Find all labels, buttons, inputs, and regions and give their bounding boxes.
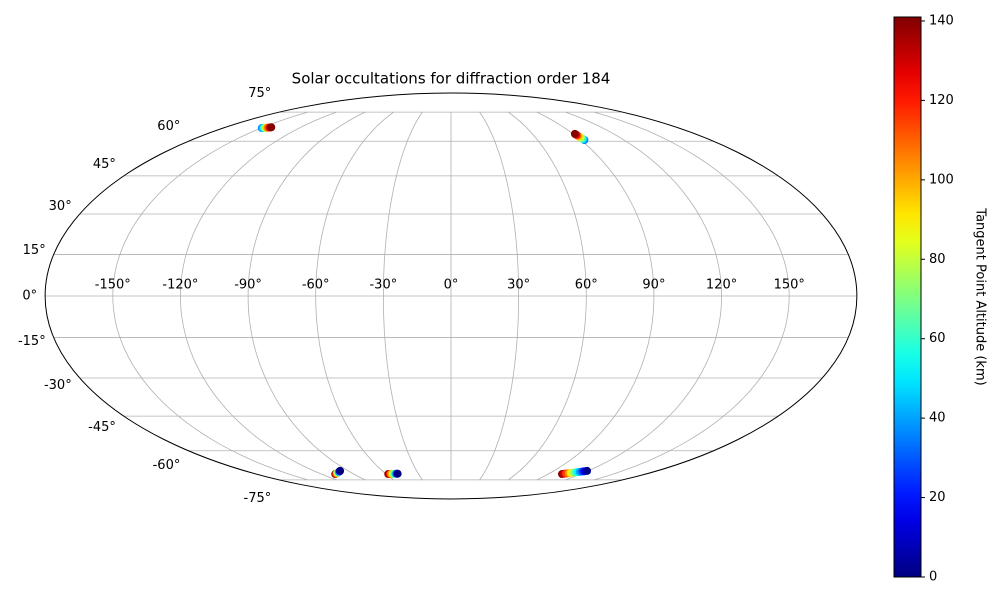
y-tick-label: -30° (44, 378, 72, 393)
x-tick-label: 30° (507, 278, 530, 293)
y-tick-label: -60° (153, 458, 181, 473)
colorbar-tick-label: 40 (929, 411, 946, 426)
y-tick-label: 75° (248, 86, 271, 101)
data-point (583, 466, 592, 475)
y-tick-label: 45° (93, 157, 116, 172)
grid-line (508, 111, 587, 481)
colorbar-label: Tangent Point Altitude (km) (973, 207, 988, 385)
y-tick-label: 30° (49, 199, 72, 214)
grid-line (112, 111, 309, 481)
y-tick-label: -75° (244, 491, 272, 506)
x-tick-label: 150° (774, 278, 805, 293)
colorbar (893, 16, 922, 578)
data-point (267, 123, 276, 132)
x-tick-label: -90° (234, 278, 262, 293)
grid-line (593, 111, 790, 481)
x-tick-label: -30° (369, 278, 397, 293)
x-tick-label: 0° (444, 278, 459, 293)
grid-line (247, 111, 366, 481)
colorbar-tick-label: 100 (929, 172, 954, 187)
colorbar-tick-label: 80 (929, 252, 946, 267)
grid-line (315, 111, 394, 481)
colorbar-tick-label: 140 (929, 13, 954, 28)
x-tick-label: -120° (162, 278, 198, 293)
grid-line (536, 111, 655, 481)
data-point (336, 466, 345, 475)
grid-line (479, 111, 519, 481)
y-tick-label: -15° (18, 334, 46, 349)
x-tick-label: 120° (706, 278, 737, 293)
colorbar-tick-label: 60 (929, 331, 946, 346)
x-tick-label: -60° (302, 278, 330, 293)
colorbar-tick-label: 20 (929, 490, 946, 505)
data-point (570, 129, 579, 138)
y-tick-label: 60° (157, 119, 180, 134)
chart-title: Solar occultations for diffraction order… (292, 70, 611, 88)
colorbar-tick-label: 120 (929, 93, 954, 108)
y-tick-label: 0° (22, 289, 37, 304)
colorbar-tick-label: 0 (929, 570, 937, 585)
x-tick-label: 60° (575, 278, 598, 293)
x-tick-label: -150° (95, 278, 131, 293)
x-tick-label: 90° (642, 278, 665, 293)
y-tick-label: 15° (23, 243, 46, 258)
grid-line (179, 111, 337, 481)
grid-line (565, 111, 723, 481)
map-frame (44, 92, 858, 500)
grid-line (383, 111, 423, 481)
y-tick-label: -45° (88, 420, 116, 435)
data-point (393, 469, 402, 478)
